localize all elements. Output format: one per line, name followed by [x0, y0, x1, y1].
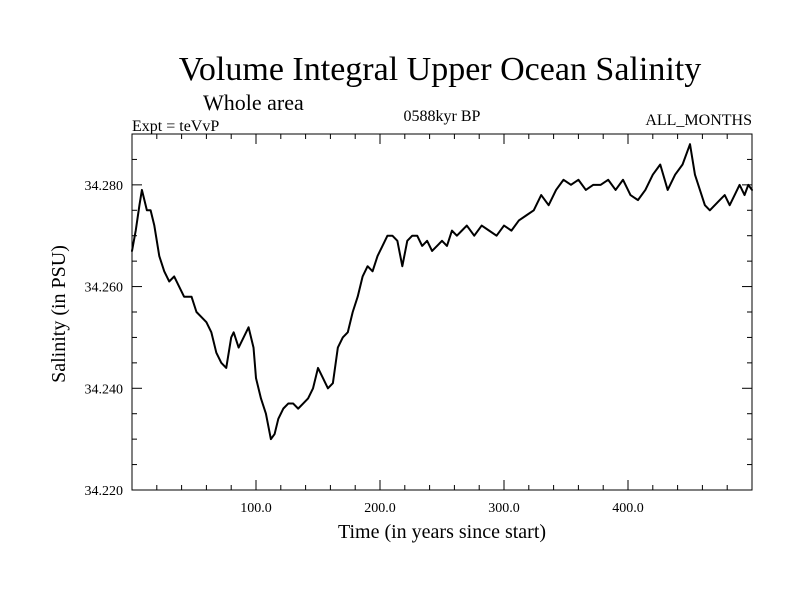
x-tick-label: 200.0 — [364, 501, 396, 516]
chart-title: Volume Integral Upper Ocean Salinity — [179, 51, 701, 88]
experiment-label: Expt = teVvP — [132, 118, 219, 135]
x-axis-label: Time (in years since start) — [338, 521, 546, 543]
y-axis-label: Salinity (in PSU) — [48, 245, 70, 383]
chart-subtitle: Whole area — [203, 90, 304, 115]
chart-titles: Volume Integral Upper Ocean Salinity Who… — [132, 51, 752, 135]
y-tick-labels: 34.220 34.240 34.260 34.280 — [85, 179, 124, 499]
y-tick-label: 34.280 — [85, 179, 124, 194]
months-label: ALL_MONTHS — [645, 112, 752, 129]
axis-ticks — [132, 134, 752, 490]
y-tick-label: 34.260 — [85, 281, 124, 296]
x-tick-label: 300.0 — [488, 501, 520, 516]
salinity-series-line — [131, 143, 753, 441]
period-label: 0588kyr BP — [404, 108, 481, 125]
plot-frame — [131, 133, 753, 491]
y-tick-label: 34.220 — [85, 484, 124, 499]
x-tick-label: 400.0 — [612, 501, 644, 516]
x-tick-labels: 100.0 200.0 300.0 400.0 — [240, 501, 644, 516]
x-tick-label: 100.0 — [240, 501, 272, 516]
y-tick-label: 34.240 — [85, 382, 124, 397]
